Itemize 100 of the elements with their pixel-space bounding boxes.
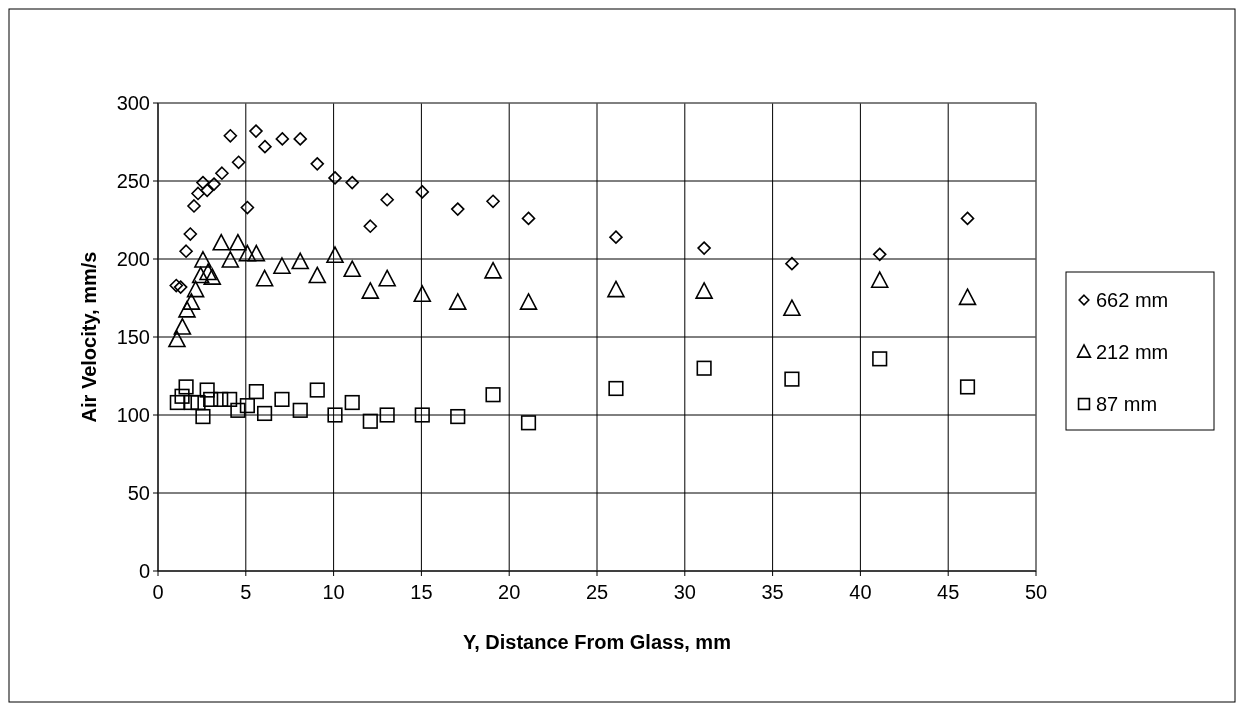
point <box>521 211 536 226</box>
point <box>361 282 380 299</box>
y-axis-title: Air Velocity, mm/s <box>78 251 100 423</box>
y-tick-label: 300 <box>116 92 150 114</box>
point <box>186 280 205 298</box>
y-tick-label: 200 <box>116 248 150 270</box>
point <box>345 175 360 190</box>
x-tick-label: 45 <box>937 581 960 603</box>
point <box>484 261 502 279</box>
point <box>258 139 272 154</box>
point <box>183 227 198 241</box>
point <box>415 185 430 199</box>
point <box>450 408 466 425</box>
point <box>274 391 290 407</box>
point <box>343 260 362 278</box>
point <box>191 186 205 201</box>
point <box>326 246 344 264</box>
point <box>413 285 432 303</box>
point <box>169 394 185 411</box>
point <box>486 194 500 209</box>
point <box>230 402 246 418</box>
point <box>179 244 193 258</box>
point <box>178 379 194 395</box>
point <box>173 318 192 335</box>
point <box>414 407 430 423</box>
point <box>182 293 201 310</box>
x-tick-label: 10 <box>322 581 345 603</box>
point <box>174 388 190 404</box>
point <box>256 405 273 422</box>
point <box>448 293 467 310</box>
point <box>240 200 255 215</box>
x-tick-label: 25 <box>585 581 609 603</box>
point <box>248 384 264 400</box>
point <box>485 387 501 403</box>
point <box>609 230 623 244</box>
point <box>207 177 221 191</box>
point <box>199 382 215 398</box>
x-tick-label: 20 <box>498 581 521 603</box>
point <box>959 379 976 395</box>
point <box>308 266 327 284</box>
point <box>363 219 378 234</box>
point <box>223 128 238 143</box>
point <box>958 288 977 306</box>
point <box>275 132 290 146</box>
point <box>203 268 222 285</box>
point <box>292 402 308 418</box>
point <box>183 394 199 411</box>
point <box>379 407 395 423</box>
point <box>872 247 887 262</box>
point <box>191 266 210 284</box>
point <box>785 256 799 271</box>
y-tick-label: 250 <box>116 170 150 192</box>
x-tick-label: 0 <box>152 581 164 603</box>
point <box>213 391 229 407</box>
legend-label: 87 mm <box>1096 393 1158 415</box>
point <box>212 233 231 251</box>
x-tick-label: 30 <box>673 581 696 603</box>
y-tick-label: 50 <box>127 482 150 504</box>
point <box>238 244 257 262</box>
point <box>169 278 184 293</box>
point <box>697 241 711 255</box>
point <box>195 408 211 425</box>
point <box>607 280 625 298</box>
point <box>695 282 713 299</box>
point <box>520 415 537 431</box>
point <box>200 183 214 198</box>
point <box>784 371 800 387</box>
point <box>231 155 246 170</box>
y-tick-label: 0 <box>138 560 150 582</box>
point <box>239 398 255 414</box>
point <box>222 391 238 407</box>
point <box>696 360 712 376</box>
point <box>229 233 247 251</box>
point <box>309 382 325 398</box>
point <box>249 124 263 138</box>
point <box>190 394 206 411</box>
point <box>380 192 394 207</box>
point <box>194 250 212 268</box>
point <box>870 271 889 289</box>
point <box>960 211 975 226</box>
point <box>187 199 201 213</box>
point <box>310 157 325 171</box>
x-tick-label: 15 <box>410 581 433 603</box>
point <box>293 132 308 146</box>
point <box>608 380 624 397</box>
point <box>783 299 801 317</box>
point <box>203 391 219 407</box>
point <box>344 394 360 411</box>
point <box>362 413 378 429</box>
x-tick-label: 35 <box>761 581 784 603</box>
x-tick-label: 40 <box>849 581 872 603</box>
y-tick-label: 100 <box>116 404 150 426</box>
point <box>199 263 217 281</box>
y-tick-label: 150 <box>116 326 150 348</box>
point <box>247 244 266 262</box>
point <box>196 175 210 190</box>
point <box>378 269 396 287</box>
x-tick-label: 50 <box>1024 581 1048 603</box>
point <box>328 171 342 185</box>
legend-label: 662 mm <box>1096 289 1169 311</box>
